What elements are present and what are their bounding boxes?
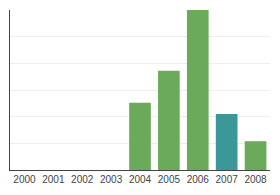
svg-text:2006: 2006: [187, 174, 210, 185]
svg-text:2002: 2002: [71, 174, 94, 185]
svg-text:2008: 2008: [244, 174, 267, 185]
svg-text:2004: 2004: [129, 174, 152, 185]
svg-text:2000: 2000: [13, 174, 36, 185]
svg-text:2001: 2001: [42, 174, 65, 185]
svg-text:2005: 2005: [158, 174, 181, 185]
svg-text:2007: 2007: [216, 174, 239, 185]
svg-text:2003: 2003: [100, 174, 123, 185]
